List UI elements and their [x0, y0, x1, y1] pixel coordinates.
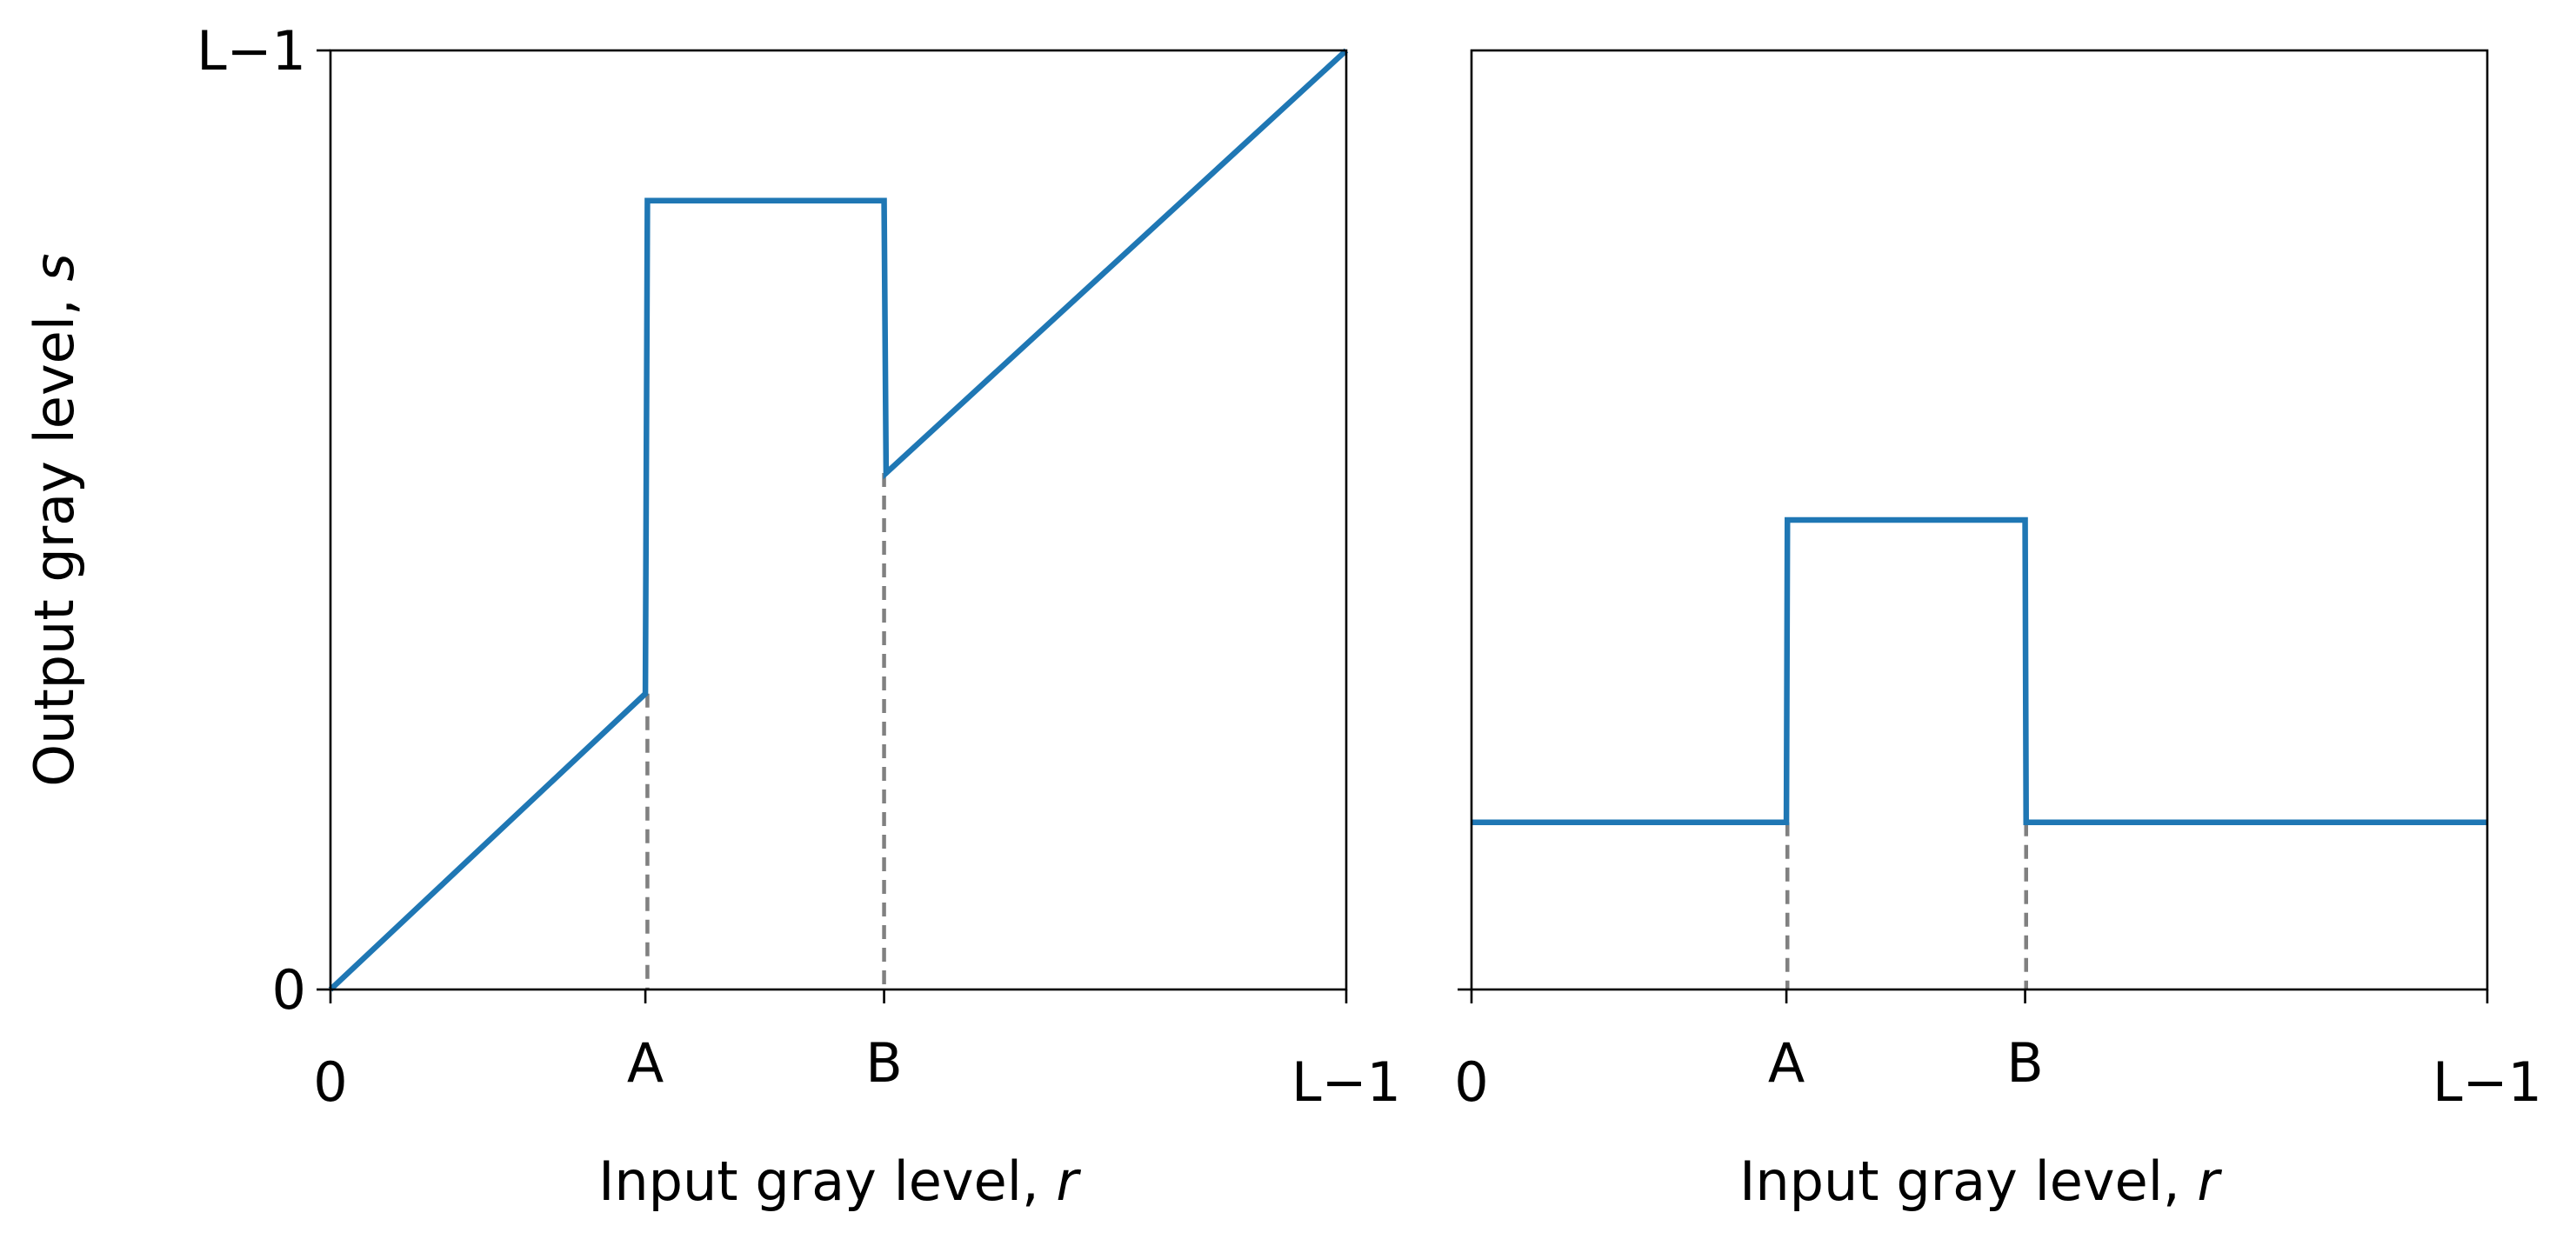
y-axis-variable: s [23, 253, 86, 281]
x-tick-label: B [2006, 1031, 2044, 1095]
x-tick-label: L−1 [2433, 1050, 2542, 1114]
plot-frame [329, 49, 1348, 991]
x-axis-label: Input gray level, r [598, 1149, 1081, 1213]
x-axis-label: Input gray level, r [1739, 1149, 2222, 1213]
x-tick-label: L−1 [1291, 1050, 1401, 1114]
x-axis-variable: r [2197, 1149, 2222, 1213]
y-tick-label: L−1 [197, 19, 306, 83]
y-tick-label: 0 [272, 958, 306, 1022]
chart-panel-1: 0 A B L−1 0 L−1 Input gray level, r Output gray… [23, 19, 1401, 1213]
x-axis-variable: r [1056, 1149, 1081, 1213]
x-tick-label: A [1768, 1031, 1805, 1095]
x-tick-label: 0 [1454, 1050, 1488, 1114]
x-tick-label: B [865, 1031, 903, 1095]
series-line-1 [328, 48, 1349, 992]
chart-panel-2: 0 A B L−1 Input gray level, r [1454, 49, 2542, 1213]
x-tick-label: 0 [313, 1050, 347, 1114]
series-line-1 [1472, 516, 2487, 826]
y-axis-label: Output gray level, s [23, 253, 86, 786]
x-tick-label: A [627, 1031, 664, 1095]
plot-frame [1470, 49, 2489, 991]
